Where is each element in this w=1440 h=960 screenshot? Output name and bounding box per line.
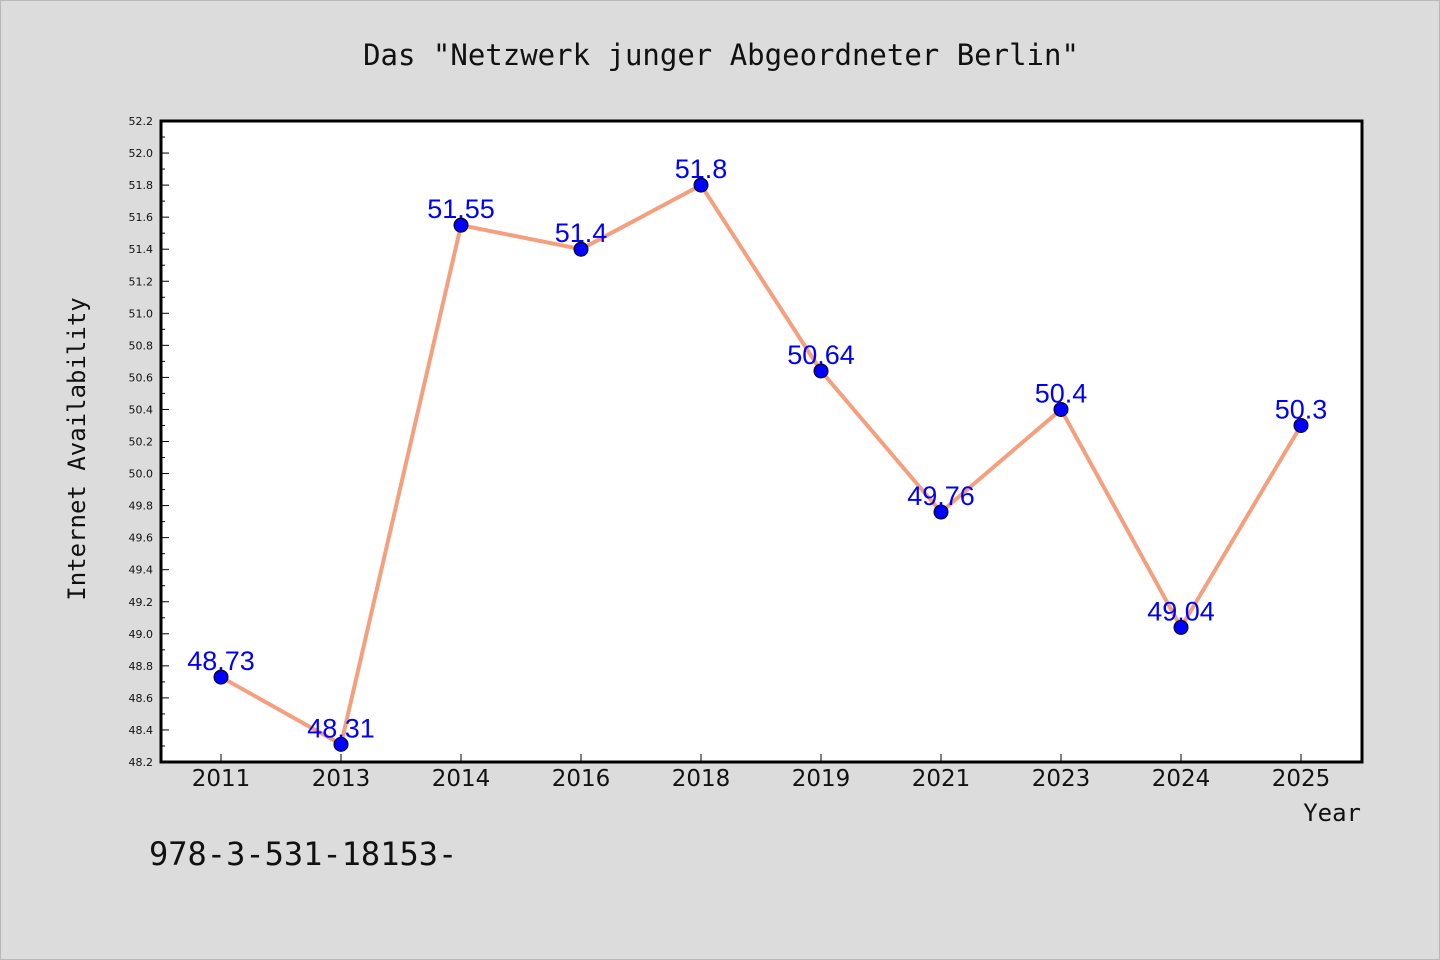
data-point-marker bbox=[453, 217, 469, 233]
data-value-label: 51.8 bbox=[675, 154, 728, 184]
data-point-marker bbox=[813, 363, 829, 379]
y-tick-label: 51.8 bbox=[129, 179, 154, 192]
data-value-label: 50.4 bbox=[1035, 378, 1088, 408]
y-tick-label: 49.6 bbox=[129, 532, 154, 545]
x-tick-label: 2014 bbox=[432, 766, 491, 792]
x-tick-label: 2019 bbox=[792, 766, 851, 792]
y-tick-label: 51.4 bbox=[129, 243, 154, 256]
data-value-label: 48.73 bbox=[187, 646, 255, 676]
y-tick-label: 50.8 bbox=[129, 339, 154, 352]
y-axis-label: Internet Availability bbox=[63, 297, 91, 600]
data-markers bbox=[213, 177, 1309, 752]
y-tick-label: 49.0 bbox=[129, 628, 154, 641]
data-point-marker bbox=[573, 241, 589, 257]
series-line-layer bbox=[219, 183, 1303, 747]
x-tick-label: 2025 bbox=[1272, 766, 1331, 792]
data-point-marker bbox=[693, 177, 709, 193]
x-tick-label: 2011 bbox=[192, 766, 251, 792]
data-point-marker bbox=[333, 736, 349, 752]
y-tick-label: 50.0 bbox=[129, 468, 154, 481]
data-point-marker bbox=[1053, 401, 1069, 417]
data-value-label: 50.64 bbox=[787, 340, 855, 370]
y-tick-label: 51.6 bbox=[129, 211, 154, 224]
x-axis-label: Year bbox=[1303, 799, 1361, 827]
data-value-label: 49.04 bbox=[1147, 596, 1215, 626]
x-tick-label: 2018 bbox=[672, 766, 731, 792]
y-tick-label: 49.2 bbox=[129, 596, 154, 609]
y-tick-label: 48.4 bbox=[129, 724, 154, 737]
data-value-label: 51.55 bbox=[427, 194, 495, 224]
y-tick-label: 48.2 bbox=[129, 756, 154, 769]
data-point-marker bbox=[1293, 417, 1309, 433]
chart-title: Das "Netzwerk junger Abgeordneter Berlin… bbox=[363, 38, 1079, 72]
series-line bbox=[219, 183, 1303, 747]
data-labels: 48.73 48.31 51.55 51.4 51.8 50.64 49.76 50.4 49.… bbox=[187, 154, 1327, 743]
data-value-label: 51.4 bbox=[555, 218, 608, 248]
footer-text: 978-3-531-18153- bbox=[149, 835, 457, 873]
x-tick-label: 2023 bbox=[1032, 766, 1091, 792]
y-tick-label: 49.4 bbox=[129, 564, 154, 577]
y-tick-label: 51.2 bbox=[129, 275, 154, 288]
x-tick-label: 2013 bbox=[312, 766, 371, 792]
y-tick-label: 51.0 bbox=[129, 307, 154, 320]
data-value-label: 49.76 bbox=[907, 481, 975, 511]
x-tick-label: 2021 bbox=[912, 766, 971, 792]
y-tick-label: 48.6 bbox=[129, 692, 154, 705]
data-point-marker bbox=[933, 504, 949, 520]
y-tick-label: 50.4 bbox=[129, 403, 154, 416]
plot-area bbox=[161, 121, 1362, 762]
y-tick-label: 49.8 bbox=[129, 500, 154, 513]
data-point-marker bbox=[1173, 619, 1189, 635]
plot-border bbox=[159, 119, 1364, 764]
data-value-label: 48.31 bbox=[307, 713, 375, 743]
y-tick-label: 52.2 bbox=[129, 115, 154, 128]
y-tick-label: 52.0 bbox=[129, 147, 154, 160]
axis-ticks: 48.2 48.4 48.6 48.8 49.0 49.2 49.4 49.6 49.8 50.0… bbox=[129, 115, 1331, 792]
y-tick-label: 48.8 bbox=[129, 660, 154, 673]
x-tick-label: 2024 bbox=[1152, 766, 1211, 792]
x-tick-label: 2016 bbox=[552, 766, 611, 792]
data-point-marker bbox=[213, 669, 229, 685]
y-tick-label: 50.2 bbox=[129, 436, 154, 449]
data-value-label: 50.3 bbox=[1275, 394, 1328, 424]
y-tick-label: 50.6 bbox=[129, 371, 154, 384]
